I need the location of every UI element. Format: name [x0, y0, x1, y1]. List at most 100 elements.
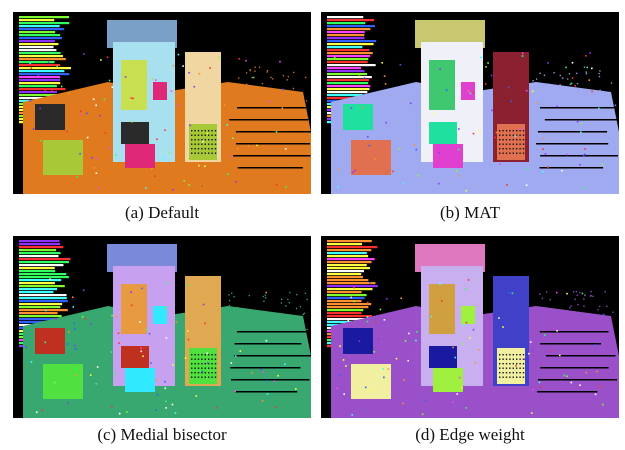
- stripe-segment: [19, 19, 55, 22]
- stripe-segment: [19, 58, 66, 61]
- noise-point: [266, 380, 268, 382]
- sparse-point: [289, 291, 291, 294]
- window-dot: [194, 139, 196, 141]
- stripe-segment: [19, 306, 61, 309]
- sparse-point: [257, 103, 260, 105]
- sparse-point: [304, 76, 307, 79]
- sparse-point: [275, 125, 278, 127]
- noise-point: [139, 321, 141, 323]
- sparse-point: [603, 345, 606, 348]
- gap-line: [235, 131, 311, 133]
- sparse-point: [304, 292, 307, 295]
- sparse-point: [556, 328, 558, 331]
- noise-point: [521, 52, 524, 55]
- sparse-point: [282, 74, 285, 77]
- sparse-point: [536, 366, 539, 369]
- noise-point: [44, 90, 47, 92]
- sparse-point: [285, 332, 287, 334]
- sparse-point: [583, 298, 585, 300]
- noise-point: [201, 185, 204, 187]
- noise-point: [32, 128, 35, 130]
- noise-point: [275, 131, 278, 133]
- noise-point: [570, 82, 573, 85]
- window-dot: [516, 130, 518, 132]
- noise-point: [580, 131, 582, 133]
- stripe-segment: [327, 40, 377, 43]
- noise-point: [265, 339, 268, 342]
- stripe-segment: [327, 261, 372, 264]
- sparse-point: [576, 294, 579, 296]
- noise-point: [547, 62, 549, 64]
- window-dot: [208, 372, 210, 374]
- window-dot: [519, 134, 521, 136]
- sparse-point: [544, 322, 547, 325]
- noise-point: [369, 281, 371, 284]
- stripe-segment: [19, 309, 68, 312]
- sparse-point: [596, 139, 598, 141]
- sparse-point: [596, 123, 599, 125]
- sparse-point: [542, 150, 544, 153]
- window-dot: [194, 354, 196, 356]
- gap-line: [230, 367, 301, 369]
- window-dot: [201, 363, 203, 365]
- sparse-point: [547, 83, 550, 86]
- sparse-point: [292, 87, 295, 90]
- window-segment: [153, 82, 167, 100]
- noise-point: [49, 278, 51, 281]
- window-dot: [194, 372, 196, 374]
- noise-point: [145, 328, 148, 331]
- stripe-segment: [19, 67, 71, 70]
- noise-point: [148, 332, 151, 335]
- noise-point: [260, 368, 262, 371]
- noise-point: [111, 86, 114, 88]
- noise-point: [383, 75, 386, 77]
- window-dot: [197, 148, 200, 150]
- noise-point: [256, 144, 258, 147]
- window-dot: [519, 354, 521, 356]
- noise-point: [261, 400, 264, 402]
- sparse-point: [545, 151, 547, 154]
- noise-point: [165, 407, 167, 409]
- noise-point: [538, 381, 541, 384]
- sparse-point: [613, 356, 615, 359]
- sparse-point: [569, 98, 571, 100]
- window-dot: [211, 143, 213, 145]
- sparse-point: [559, 84, 561, 86]
- sparse-point: [258, 66, 261, 69]
- sparse-point: [552, 138, 554, 141]
- stripe-segment: [327, 85, 371, 88]
- noise-point: [384, 83, 387, 85]
- window-dot: [516, 139, 518, 141]
- sparse-point: [292, 329, 294, 332]
- window-dot: [512, 152, 514, 154]
- noise-point: [579, 163, 581, 166]
- noise-point: [99, 114, 101, 117]
- noise-point: [464, 288, 467, 291]
- sparse-point: [610, 82, 613, 84]
- stripe-segment: [19, 64, 61, 67]
- sparse-point: [292, 319, 294, 321]
- stripe-segment: [327, 264, 367, 267]
- sparse-point: [586, 345, 589, 347]
- sparse-point: [557, 337, 560, 340]
- noise-point: [126, 411, 128, 413]
- noise-point: [114, 372, 116, 375]
- stripe-segment: [19, 300, 68, 303]
- stripe-segment: [19, 276, 69, 279]
- noise-point: [385, 121, 388, 124]
- noise-point: [465, 407, 468, 409]
- sparse-point: [614, 104, 617, 107]
- segmentation-render-edge-weight: [327, 240, 619, 418]
- sparse-point: [286, 381, 288, 383]
- noise-point: [510, 100, 513, 103]
- sparse-point: [598, 75, 601, 78]
- gap-line: [544, 119, 618, 121]
- sparse-point: [294, 123, 297, 125]
- stripe-segment: [19, 303, 63, 306]
- stripe-segment: [327, 297, 365, 300]
- noise-point: [399, 63, 402, 66]
- noise-point: [75, 374, 77, 376]
- noise-point: [383, 318, 386, 321]
- window-dot: [509, 363, 511, 365]
- sparse-point: [252, 352, 254, 354]
